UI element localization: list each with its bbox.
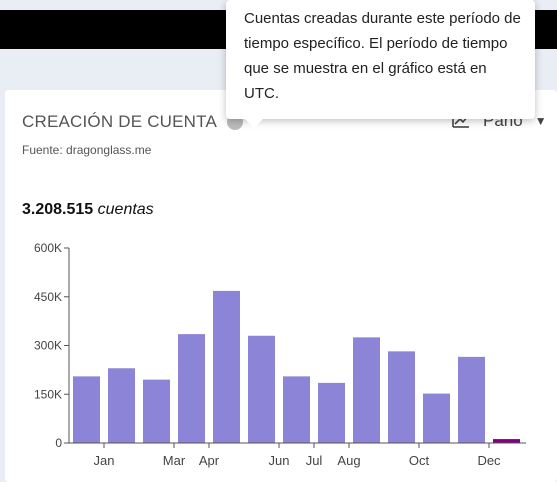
bar-jul-7	[318, 382, 345, 443]
account-creation-bar-chart: 0 150K 300K 450K 600K Jan Mar Apr Jun Jul Aug Oct De…	[34, 241, 526, 468]
x-tick-label-jun: Jun	[269, 453, 290, 468]
x-tick-label-jan: Jan	[94, 453, 115, 468]
bar-jan-1	[108, 368, 135, 443]
tooltip-text: Cuentas creadas durante este período de …	[244, 10, 521, 102]
x-tick-label-apr: Apr	[199, 453, 220, 468]
bar-aug-8	[353, 337, 380, 443]
bar-sep-9	[388, 351, 415, 443]
caret-down-icon: ▼	[534, 114, 547, 128]
x-tick-label-oct: Oct	[409, 453, 430, 468]
bar-apr-4	[213, 290, 240, 443]
total-accounts: 3.208.515 cuentas	[22, 201, 154, 219]
account-creation-card: CREACIÓN DE CUENTA Fuente: dragonglass.m…	[5, 90, 557, 482]
tooltip-arrow	[245, 119, 263, 128]
info-tooltip: Cuentas creadas durante este período de …	[226, 0, 535, 119]
bar-nov-11	[458, 356, 485, 443]
bar-may-5	[248, 335, 275, 443]
y-tick-label: 600K	[34, 241, 62, 255]
card-title: CREACIÓN DE CUENTA	[22, 112, 218, 131]
data-source: Fuente: dragonglass.me	[22, 143, 152, 157]
y-tick-label: 450K	[34, 290, 62, 304]
bar-dec-12	[493, 439, 520, 443]
x-tick-label-aug: Aug	[337, 453, 360, 468]
bar-oct-10	[423, 393, 450, 443]
y-tick-label: 0	[55, 436, 62, 450]
total-unit: cuentas	[97, 201, 154, 218]
bar-feb-2	[143, 379, 170, 443]
x-tick-label-jul: Jul	[306, 453, 323, 468]
bar-mar-3	[178, 334, 205, 443]
bar-dec-0	[73, 376, 100, 443]
total-value: 3.208.515	[22, 201, 94, 218]
y-tick-label: 300K	[34, 339, 62, 353]
x-tick-label-dec: Dec	[477, 453, 501, 468]
y-tick-label: 150K	[34, 387, 62, 401]
x-tick-label-mar: Mar	[163, 453, 186, 468]
bar-jun-6	[283, 376, 310, 443]
